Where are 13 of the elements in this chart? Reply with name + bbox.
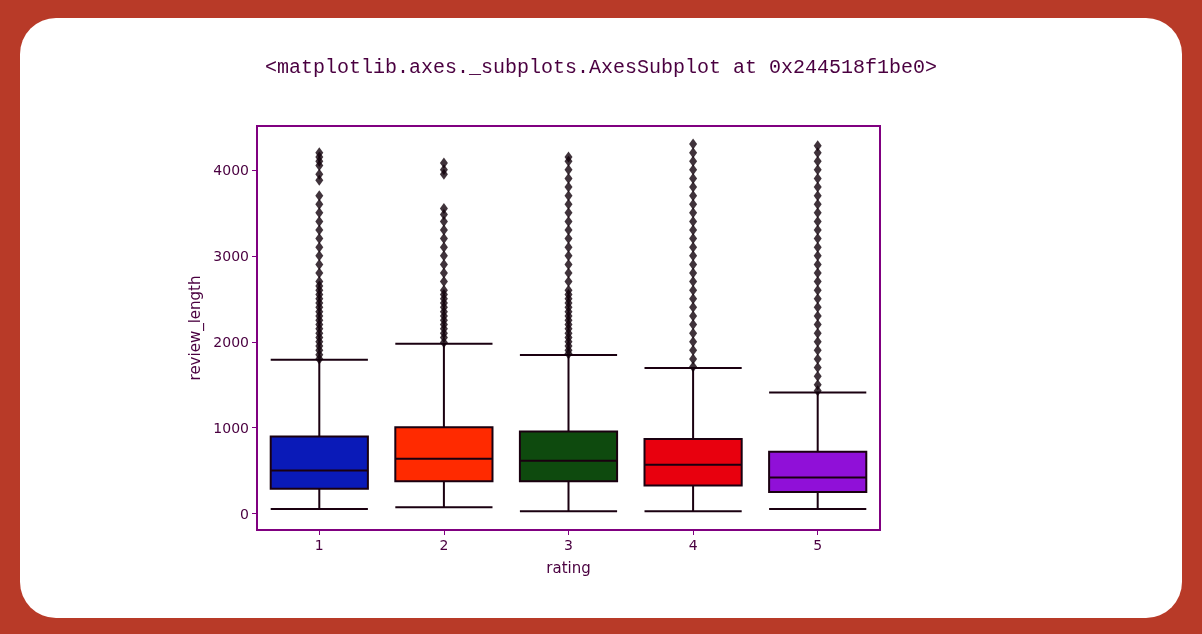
x-tick-label: 4	[688, 537, 698, 553]
y-tick-label: 3000	[213, 247, 249, 264]
y-tick-label: 2000	[213, 333, 249, 350]
x-tick-label: 5	[813, 537, 823, 553]
chart-title: <matplotlib.axes._subplots.AxesSubplot at 0x244518f1be0>	[264, 55, 938, 79]
x-axis-title: rating	[546, 558, 591, 577]
y-tick-label: 1000	[213, 419, 249, 436]
x-tick-label: 2	[439, 537, 449, 553]
y-tick-label: 4000	[213, 161, 249, 178]
y-axis-title: review_length	[185, 275, 205, 381]
x-tick-label: 3	[564, 537, 573, 553]
x-tick-label: 1	[314, 537, 324, 553]
y-tick-label: 0	[240, 505, 249, 522]
